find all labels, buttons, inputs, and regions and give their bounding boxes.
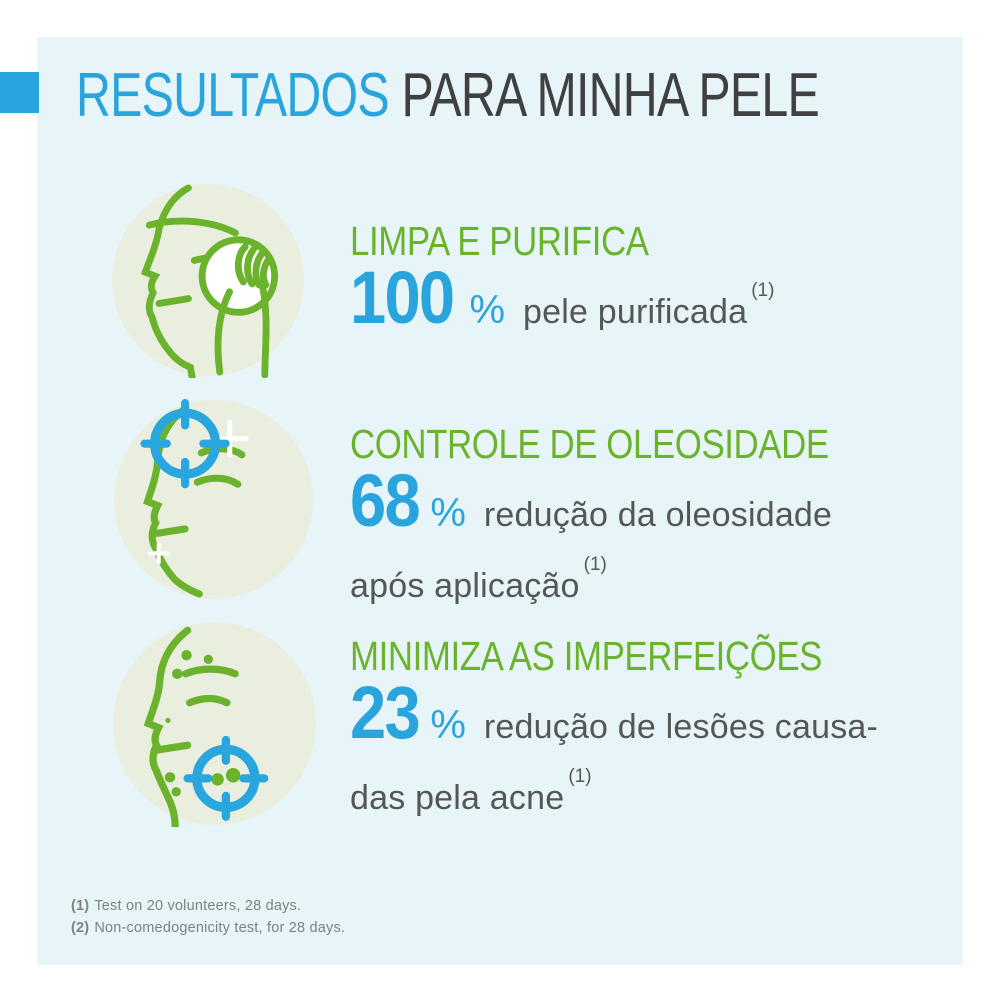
face-cotton-pad-cleansing-icon xyxy=(110,182,306,378)
footnote-item: (2) Non-comedogenicity test, for 28 days. xyxy=(71,917,345,939)
stat-description: pele purificada(1) xyxy=(523,279,775,332)
section-heading: MINIMIZA AS IMPERFEIÇÕES xyxy=(350,633,822,679)
face-acne-target-icon xyxy=(111,620,318,827)
footnote-text: Non-comedogenicity test, for 28 days. xyxy=(94,920,346,937)
result-section-oleosidade: CONTROLE DE OLEOSIDADE 68% redução da ole… xyxy=(350,421,950,622)
title-rest: PARA MINHA PELE xyxy=(388,61,820,130)
stat-row: 68% redução da oleosidade após aplicação(1… xyxy=(350,459,950,622)
page-title: RESULTADOS PARA MINHA PELE xyxy=(76,61,820,130)
footnote-reference: (1) xyxy=(751,279,775,301)
footnotes: (1) Test on 20 volunteers, 28 days. (2) No… xyxy=(71,895,345,940)
percent-sign: % xyxy=(469,288,506,333)
footnote-ref-label: (2) xyxy=(71,920,90,937)
footnote-reference: (1) xyxy=(568,766,592,788)
footnote-ref-label: (1) xyxy=(71,898,90,914)
section-heading: CONTROLE DE OLEOSIDADE xyxy=(350,421,829,467)
stat-value: 100 xyxy=(350,256,455,340)
footnote-item: (1) Test on 20 volunteers, 28 days. xyxy=(71,895,345,917)
percent-sign: % xyxy=(430,491,466,536)
footnote-text: Test on 20 volunteers, 28 days. xyxy=(94,898,302,914)
stat-row: 23% redução de lesões causa-das pela acne… xyxy=(350,671,950,834)
title-highlight: RESULTADOS xyxy=(76,61,390,130)
stat-value: 68 xyxy=(350,459,421,543)
section-heading: LIMPA E PURIFICA xyxy=(350,218,649,264)
result-section-limpa: LIMPA E PURIFICA 100% pele purificada(1) xyxy=(350,218,950,348)
result-section-imperfeicoes: MINIMIZA AS IMPERFEIÇÕES 23% redução de l… xyxy=(350,633,950,834)
stat-value: 23 xyxy=(350,671,421,755)
stat-row: 100% pele purificada(1) xyxy=(350,256,950,348)
footnote-reference: (1) xyxy=(583,554,607,576)
face-target-forehead-icon xyxy=(112,398,315,601)
stat-description: redução de lesões causa-das pela acne(1) xyxy=(350,708,879,818)
stat-description: redução da oleosidade após aplicação(1) xyxy=(350,496,833,606)
accent-square xyxy=(0,72,39,113)
percent-sign: % xyxy=(430,703,466,748)
